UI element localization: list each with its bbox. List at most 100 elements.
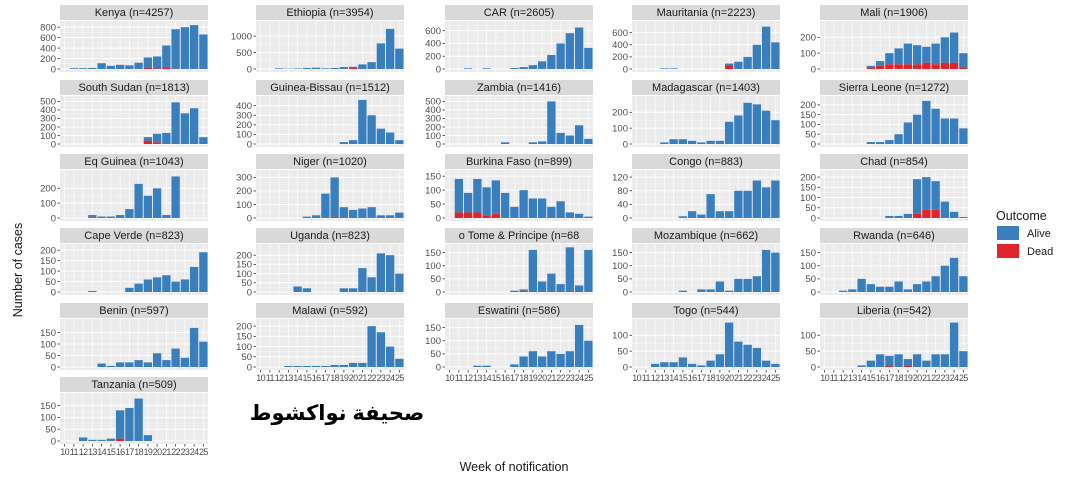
bar-alive [940,118,950,144]
y-tick-label: 200 [425,122,441,133]
bar-alive [931,276,940,292]
bar-alive [584,249,593,292]
bar-alive [903,43,913,65]
x-tick-label: 18 [134,447,143,457]
bar-alive [189,108,199,144]
panel-title: Ethiopia (n=3954) [286,7,373,19]
panel-liberia: Liberia (n=542) 0 50 100 10 11 12 13 14 15 16 17 18 1… [800,303,969,383]
y-tick-label: 200 [40,245,56,256]
bar-alive [734,278,743,292]
y-tick-label: 400 [612,40,628,51]
bar-alive [302,216,312,218]
bar-alive [556,353,565,367]
bar-alive [519,289,528,291]
y-tick-label: 1000 [231,31,252,42]
bar-alive [189,327,199,367]
bar-alive [528,198,538,218]
panel-strip [632,154,780,169]
panel-strip [820,154,968,169]
bar-alive [752,44,762,69]
bar-alive [395,48,404,69]
bar-alive [385,346,395,367]
panel-strip [60,228,208,243]
y-tick-label: 0 [436,287,441,298]
bar-alive [565,33,575,69]
bar-alive [724,211,734,218]
y-tick-label: 200 [800,33,816,44]
x-tick-label: 23 [940,373,949,383]
x-tick-label: 16 [876,373,885,383]
bar-alive [199,34,208,69]
bar-alive [556,132,565,144]
bar-alive [660,142,669,144]
bar-alive [857,278,866,292]
bar-alive [125,362,134,367]
panel-strip [632,5,780,20]
y-tick-label: 50 [45,277,56,288]
panel-title: o Tome & Principe (n=68 [459,230,580,242]
bar-alive [584,216,593,218]
y-tick-label: 0 [623,213,628,224]
panel-strip [632,303,780,318]
bar-alive [734,190,743,218]
panel-o-tome-principe: o Tome & Principe (n=68 0 50 100 150 [425,228,593,298]
bar-alive [761,187,771,218]
x-tick-label: 16 [116,447,125,457]
panel-title: Eswatini (n=586) [478,305,560,317]
x-tick-label: 10 [445,373,454,383]
bar-alive [143,57,153,68]
bar-alive [584,138,593,144]
bar-alive [134,183,143,218]
y-tick-label: 100 [40,413,56,424]
bar-dead [473,212,482,218]
y-tick-label: 0 [247,287,252,298]
bar-alive [537,281,547,292]
legend-key-dead [997,244,1019,258]
panel-title: Guinea-Bissau (n=1512) [270,82,390,94]
bar-alive [311,67,321,69]
bar-alive [771,180,780,218]
y-tick-label: 200 [612,108,628,119]
bar-alive [903,289,913,292]
bar-dead [152,142,162,144]
y-tick-label: 150 [425,323,441,334]
bar-alive [875,142,885,144]
x-tick-label: 23 [752,373,761,383]
bar-alive [706,289,715,292]
bar-alive [761,26,771,70]
x-tick-label: 14 [97,447,106,457]
bar-alive [669,362,678,367]
y-tick-label: 100 [612,261,628,272]
bar-alive [912,179,922,214]
bar-alive [734,61,743,69]
x-tick-label: 11 [830,373,839,383]
bar-alive [903,213,913,218]
panel-mali: Mali (n=1906) 0 100 200 [800,5,968,75]
panel-background [60,393,208,444]
bar-dead [724,65,734,69]
y-tick-label: 150 [800,248,816,259]
x-tick-label: 10 [632,373,641,383]
y-tick-label: 50 [241,352,252,363]
bar-alive [547,54,556,69]
bar-alive [134,283,143,292]
bar-dead [903,64,913,69]
bar-alive [885,140,894,144]
bar-alive [875,286,885,292]
bar-alive [894,48,903,65]
panel-strip [60,377,208,392]
y-tick-label: 0 [623,139,628,150]
y-tick-label: 80 [617,186,628,197]
bar-alive [180,27,190,70]
panel-strip [820,303,968,318]
bar-alive [395,273,404,292]
y-tick-label: 50 [430,274,441,285]
panel-title: Zambia (n=1416) [477,82,561,94]
y-tick-label: 0 [436,64,441,75]
bar-alive [752,347,762,367]
bar-alive [385,255,395,292]
bar-alive [199,252,208,292]
